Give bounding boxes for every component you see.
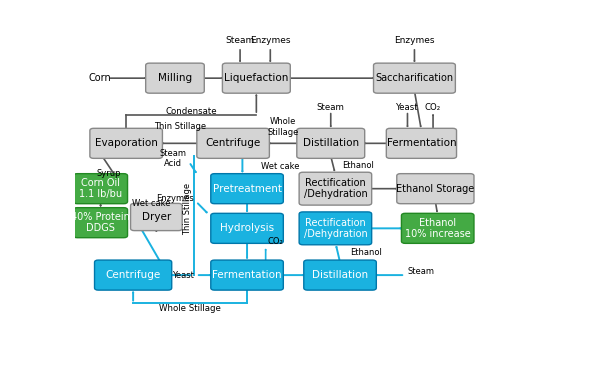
Text: Distillation: Distillation — [302, 138, 359, 148]
FancyBboxPatch shape — [95, 260, 172, 290]
FancyBboxPatch shape — [397, 174, 474, 204]
Text: Enzymes: Enzymes — [156, 194, 194, 202]
Text: Yeast: Yeast — [396, 103, 419, 112]
FancyBboxPatch shape — [211, 213, 283, 243]
Text: Thin Stillage: Thin Stillage — [154, 123, 206, 131]
FancyBboxPatch shape — [211, 260, 283, 290]
FancyBboxPatch shape — [304, 260, 376, 290]
FancyBboxPatch shape — [90, 128, 163, 158]
FancyBboxPatch shape — [146, 63, 204, 93]
Text: Whole
Stillage: Whole Stillage — [268, 117, 299, 137]
FancyBboxPatch shape — [74, 208, 128, 238]
Text: Whole Stillage: Whole Stillage — [159, 304, 221, 313]
FancyBboxPatch shape — [131, 204, 182, 231]
Text: Steam
Acid: Steam Acid — [160, 149, 187, 168]
Text: Ethanol
10% increase: Ethanol 10% increase — [405, 217, 470, 239]
Text: Centrifuge: Centrifuge — [205, 138, 261, 148]
FancyBboxPatch shape — [297, 128, 365, 158]
FancyBboxPatch shape — [223, 63, 290, 93]
Text: Corn Oil
1.1 lb/bu: Corn Oil 1.1 lb/bu — [79, 178, 122, 199]
Text: Ethanol: Ethanol — [350, 248, 382, 257]
Text: Fermentation: Fermentation — [386, 138, 456, 148]
Text: Wet cake: Wet cake — [261, 162, 299, 170]
Text: Rectification
/Dehydration: Rectification /Dehydration — [304, 217, 367, 239]
Text: Distillation: Distillation — [312, 270, 368, 280]
Text: Enzymes: Enzymes — [394, 36, 434, 45]
Text: Saccharification: Saccharification — [376, 73, 454, 83]
Text: Fermentation: Fermentation — [212, 270, 282, 280]
FancyBboxPatch shape — [211, 174, 283, 204]
Text: Condensate: Condensate — [166, 107, 217, 116]
Text: Hydrolysis: Hydrolysis — [220, 223, 274, 233]
Text: Corn: Corn — [89, 73, 112, 83]
Text: Enzymes: Enzymes — [250, 36, 290, 45]
Text: Ethanol Storage: Ethanol Storage — [396, 184, 475, 194]
Text: Liquefaction: Liquefaction — [224, 73, 289, 83]
FancyBboxPatch shape — [299, 212, 371, 245]
FancyBboxPatch shape — [386, 128, 457, 158]
Text: Syrup: Syrup — [97, 169, 121, 178]
Text: Yeast: Yeast — [172, 270, 194, 280]
FancyBboxPatch shape — [374, 63, 455, 93]
Text: CO₂: CO₂ — [425, 103, 441, 112]
Text: 40% Protein
DDGS: 40% Protein DDGS — [71, 212, 130, 233]
FancyBboxPatch shape — [299, 172, 371, 205]
Text: Steam: Steam — [317, 103, 344, 112]
Text: CO₂: CO₂ — [268, 237, 284, 247]
FancyBboxPatch shape — [401, 213, 474, 243]
Text: Centrifuge: Centrifuge — [106, 270, 161, 280]
Text: Milling: Milling — [158, 73, 192, 83]
FancyBboxPatch shape — [74, 174, 128, 204]
Text: Pretreatment: Pretreatment — [212, 184, 281, 194]
Text: Steam: Steam — [226, 36, 254, 45]
Text: Steam: Steam — [407, 267, 434, 276]
Text: Ethanol: Ethanol — [343, 161, 374, 170]
Text: Evaporation: Evaporation — [95, 138, 158, 148]
FancyBboxPatch shape — [197, 128, 269, 158]
Text: Dryer: Dryer — [142, 212, 171, 222]
Text: Thin Stillage: Thin Stillage — [184, 183, 193, 235]
Text: Rectification
/Dehydration: Rectification /Dehydration — [304, 178, 367, 199]
Text: Wet cake: Wet cake — [132, 199, 170, 208]
